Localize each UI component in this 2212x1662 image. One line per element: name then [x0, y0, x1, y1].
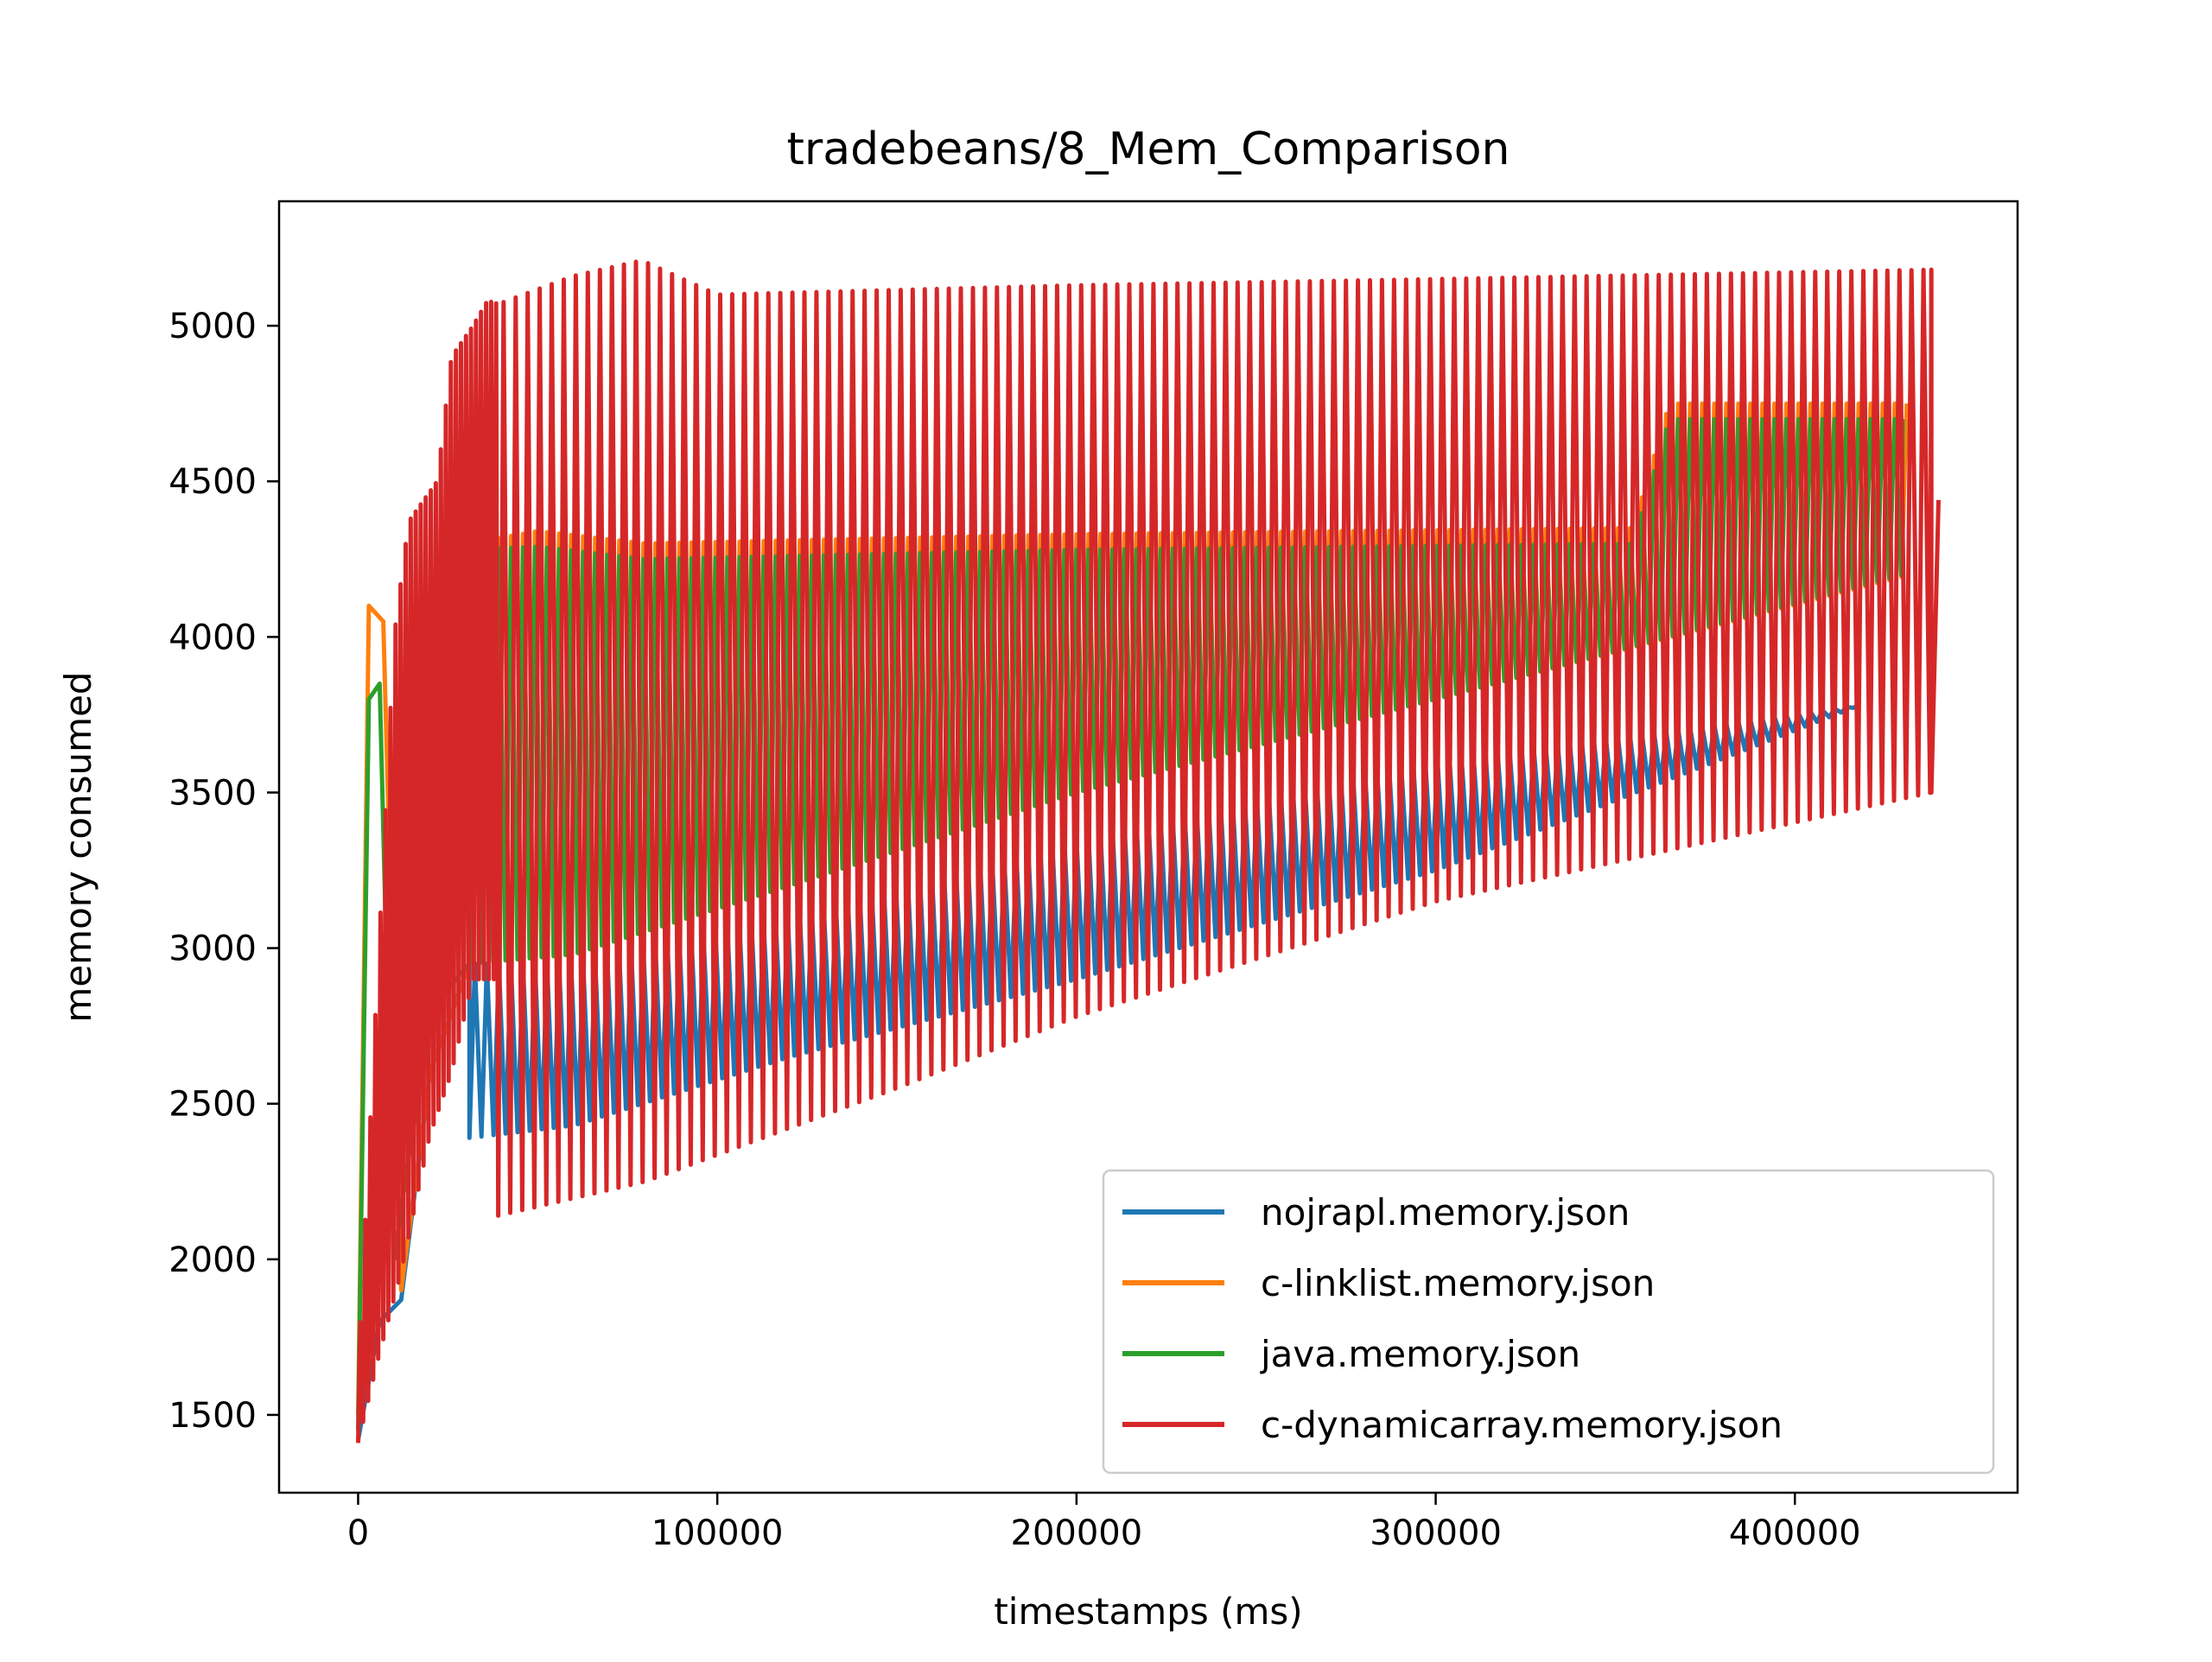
- legend: nojrapl.memory.json c-linklist.memory.jso…: [1102, 1169, 1995, 1475]
- x-tick-label: 100000: [652, 1513, 784, 1553]
- x-tick-label: 200000: [1011, 1513, 1143, 1553]
- x-tick-label: 300000: [1370, 1513, 1502, 1553]
- y-axis: 1500 2000 2500 3000 3500 4000 4500 5000: [168, 307, 279, 1436]
- legend-label: c-linklist.memory.json: [1261, 1262, 1655, 1304]
- chart-title: tradebeans/8_Mem_Comparison: [786, 124, 1510, 175]
- series-line-3: [356, 259, 1941, 1443]
- y-tick-label: 2500: [168, 1085, 257, 1125]
- plot-area: [356, 259, 1941, 1443]
- y-tick-label: 3500: [168, 773, 257, 813]
- y-tick-label: 2000: [168, 1240, 257, 1280]
- y-tick-label: 3000: [168, 929, 257, 969]
- legend-label: nojrapl.memory.json: [1261, 1191, 1630, 1234]
- plot-frame: [277, 200, 2019, 1494]
- x-axis-label: timestamps (ms): [994, 1590, 1302, 1633]
- y-tick-label: 4000: [168, 618, 257, 657]
- y-tick-label: 5000: [168, 307, 257, 346]
- legend-label: c-dynamicarray.memory.json: [1261, 1404, 1783, 1446]
- x-axis: 0 100000 200000 300000 400000: [347, 1493, 1861, 1553]
- y-tick-label: 4500: [168, 462, 257, 502]
- x-tick-label: 400000: [1729, 1513, 1861, 1553]
- y-tick-label: 1500: [168, 1396, 257, 1436]
- y-axis-label: memory consumed: [57, 671, 99, 1022]
- legend-label: java.memory.json: [1260, 1333, 1580, 1375]
- x-tick-label: 0: [347, 1513, 369, 1553]
- legend-box: [1102, 1169, 1995, 1475]
